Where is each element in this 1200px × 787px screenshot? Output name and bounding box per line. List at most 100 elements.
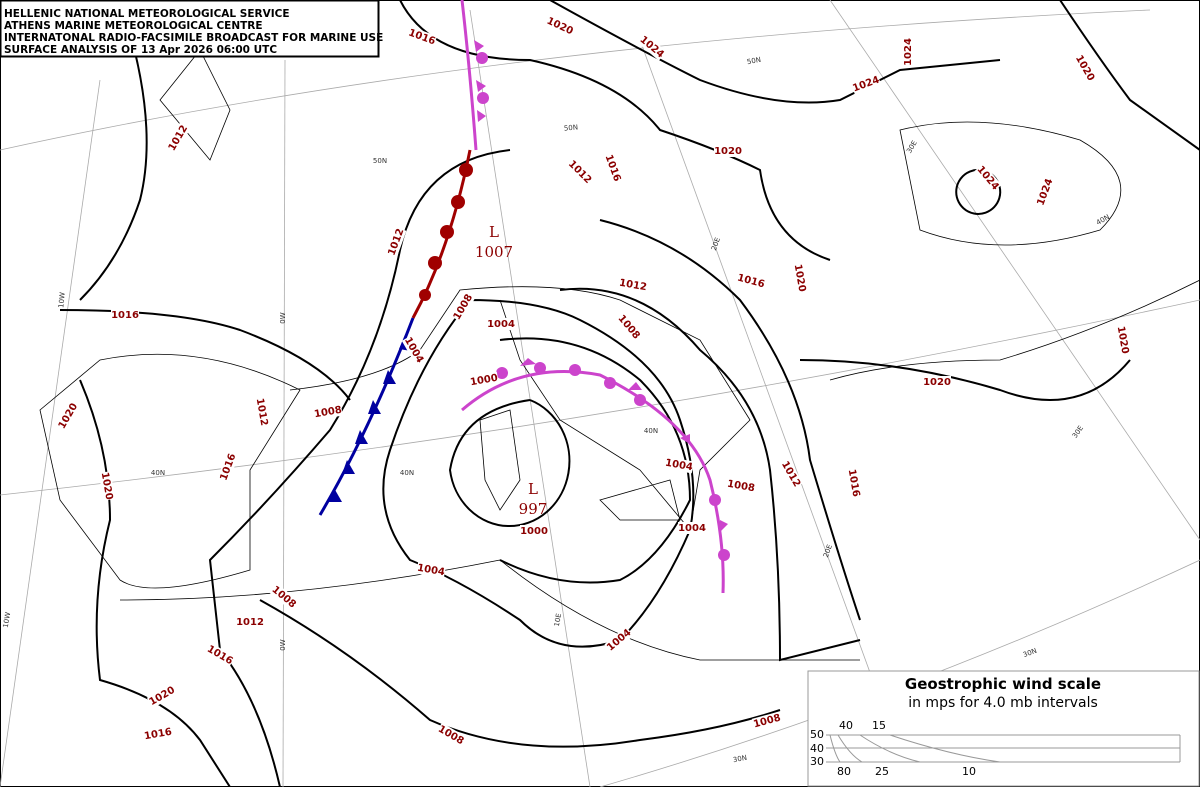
isobar-label-bg [850, 73, 882, 95]
graticule-label: 10W [57, 292, 66, 309]
isobar-label-bg [416, 561, 446, 579]
graticule-label: 10E [553, 613, 563, 628]
isobar-label-bg [469, 371, 499, 389]
isobar-label-bg [726, 477, 756, 495]
low-value: 997 [519, 500, 548, 518]
isobar-label-bg [1072, 52, 1098, 84]
graticule-label: 40N [644, 427, 658, 435]
graticule-label: 0W [279, 639, 287, 650]
isobar-label-bg [401, 334, 427, 366]
isobar-label-bg [735, 271, 767, 291]
low-letter: L [489, 223, 499, 241]
isobar-label: 1000 [520, 526, 548, 537]
graticule-label: 30N [732, 754, 747, 764]
fronts [318, 0, 730, 594]
isobar-label-bg [487, 318, 515, 330]
isobar-label-bg [204, 642, 236, 668]
low-value: 1007 [475, 243, 513, 261]
isobar-label-bg [923, 376, 951, 388]
isobar-label-bg [55, 400, 81, 432]
graticule-label: 50N [373, 157, 387, 165]
scale-speed-label: 25 [875, 765, 889, 778]
isobar-label: 1004 [664, 458, 693, 474]
isobar-label-bg [520, 525, 548, 537]
graticule-label: 50N [564, 123, 579, 132]
isobar-label-bg [165, 122, 191, 154]
isobar-label-bg [450, 291, 476, 323]
isobar-label-bg [664, 456, 694, 474]
isobar-label: 1000 [469, 373, 498, 389]
isobar-label: 1012 [236, 617, 264, 628]
isobar-label: 1004 [487, 319, 515, 330]
isobar-label-bg [618, 276, 648, 294]
isobar-label-bg [385, 226, 407, 258]
scale-speed-label: 80 [837, 765, 851, 778]
isobar-label-bg [143, 725, 173, 743]
isobar-label: 1016 [846, 468, 862, 497]
isobar-label-bg [544, 14, 576, 38]
isobar-label-bg [406, 26, 438, 48]
scale-speed-label: 15 [872, 719, 886, 732]
isobar-label-bg [1114, 325, 1132, 355]
isobar-label-bg [604, 626, 634, 654]
header-line: ATHENS MARINE METEOROLOGICAL CENTRE [4, 20, 263, 32]
wind-scale-subtitle: in mps for 4.0 mb intervals [908, 695, 1098, 711]
isobar-label-bg [236, 616, 264, 628]
graticule-label: 10W [2, 611, 13, 628]
isobar-label: 1012 [618, 278, 647, 294]
isobar-label: 1008 [726, 479, 755, 495]
isobar-label-bg [111, 309, 139, 321]
isobar-label-bg [678, 522, 706, 534]
isobar-label: 1012 [254, 397, 270, 426]
isobar-label-bg [269, 583, 299, 611]
isobar-label: 1008 [313, 405, 342, 421]
isobar-label: 1004 [416, 563, 445, 579]
graticule-label: 0W [279, 312, 287, 323]
wind-scale-title: Geostrophic wind scale [905, 675, 1101, 693]
scale-speed-label: 40 [839, 719, 853, 732]
isobar-label-bg [565, 157, 595, 187]
isobars [59, 0, 1200, 787]
graticule-label: 40N [400, 469, 414, 477]
graticule-label: 40N [151, 469, 165, 477]
isobar-label: 1004 [678, 523, 706, 534]
isobar-label-bg [313, 403, 343, 421]
isobar-label: 1020 [1115, 325, 1131, 354]
header-line: SURFACE ANALYSIS OF 13 Apr 2026 06:00 UT… [4, 44, 277, 56]
isobar-label-bg [791, 263, 809, 293]
isobar-label-bg [217, 451, 239, 483]
graticule-label: 50N [746, 56, 761, 66]
scale-lat-label: 30 [810, 755, 824, 768]
isobar-label-bg [602, 152, 624, 184]
isobar-label-bg [751, 711, 783, 731]
isobar-label-bg [714, 145, 742, 157]
scale-lat-label: 50 [810, 728, 824, 741]
isobar-label: 1020 [714, 146, 742, 157]
isobar-label-bg [845, 468, 863, 498]
scale-lat-label: 40 [810, 742, 824, 755]
isobar-label-bg [778, 458, 804, 490]
isobar-label-bg [902, 38, 914, 66]
isobar-label: 1016 [143, 727, 172, 743]
scale-speed-label: 10 [962, 765, 976, 778]
isobar-label-bg [1034, 176, 1056, 208]
header-line: INTERNATONAL RADIO-FACSIMILE BROADCAST F… [4, 32, 383, 44]
isobar-label-bg [974, 163, 1002, 193]
isobar-label-bg [146, 683, 178, 709]
isobar-label-bg [98, 471, 116, 501]
isobar-label: 1020 [99, 471, 115, 500]
low-letter: L [528, 480, 538, 498]
isobar-label-bg [637, 33, 667, 61]
isobar-label-bg [435, 722, 467, 748]
isobar-label: 1020 [792, 263, 808, 292]
isobar-label: 1016 [111, 310, 139, 321]
header-line: HELLENIC NATIONAL METEOROLOGICAL SERVICE [4, 8, 290, 20]
wind-scale [807, 670, 1200, 787]
isobar-label-bg [615, 312, 643, 342]
isobar-label: 1024 [903, 38, 914, 66]
header-box [0, 0, 380, 58]
isobar-label-bg [253, 397, 271, 427]
